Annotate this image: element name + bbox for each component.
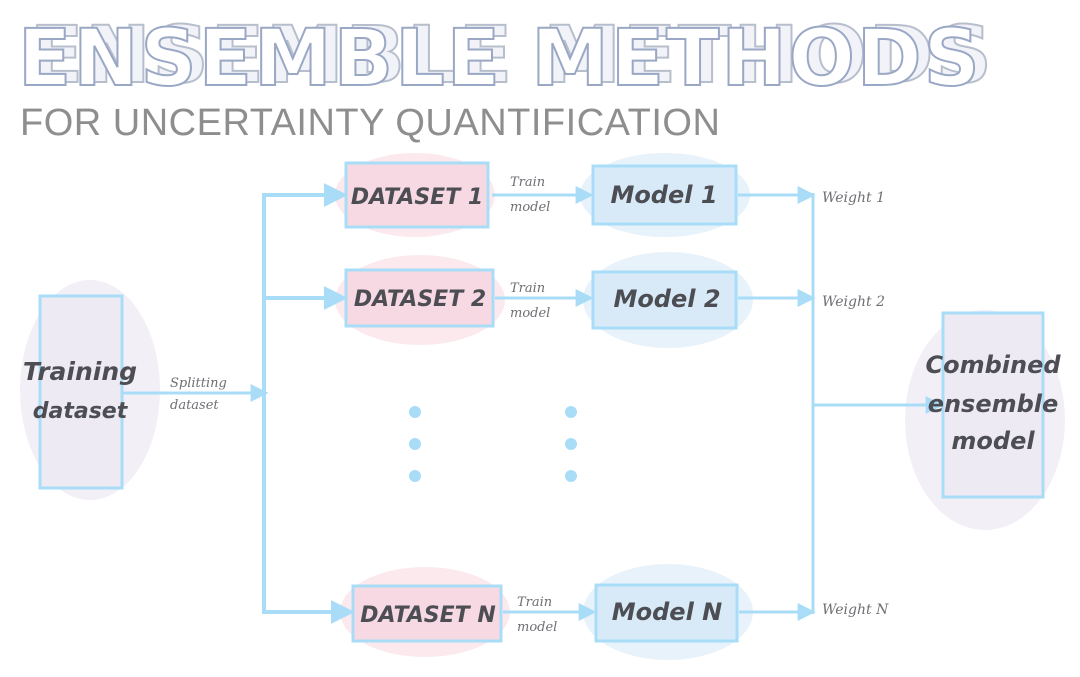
title-shadow: ENSEMBLE METHODS [29, 11, 994, 101]
dataset-label-1: DATASET 1 [351, 185, 483, 210]
weight-label-1: Weight 1 [822, 190, 885, 206]
combined-label-line3: model [951, 427, 1035, 455]
dataset-box-2 [344, 268, 495, 328]
splitting-label-line2: dataset [170, 398, 219, 413]
train-label-2b: model [510, 306, 550, 321]
dataset-box-1 [344, 161, 490, 229]
page-subtitle: FOR UNCERTAINTY QUANTIFICATION [20, 102, 721, 144]
model-label-2: Model 2 [613, 285, 720, 313]
train-label-na: Train [517, 595, 552, 610]
page-title: ENSEMBLE METHODS [17, 14, 982, 104]
model-box-n [594, 583, 739, 643]
combined-label-line1: Combined [925, 351, 1061, 379]
train-label-2a: Train [510, 281, 545, 296]
combined-label-line2: ensemble [928, 390, 1059, 418]
training-label-line1: Training [23, 357, 137, 386]
ellipsis-dots [409, 406, 577, 482]
model-box-1 [591, 164, 738, 226]
train-label-1a: Train [510, 175, 545, 190]
training-dataset-box [38, 294, 124, 490]
dataset-label-2: DATASET 2 [354, 287, 486, 312]
weight-label-2: Weight 2 [822, 294, 885, 310]
model-label-n: Model N [612, 598, 723, 626]
train-label-nb: model [517, 620, 557, 635]
weight-label-n: Weight N [822, 602, 889, 618]
model-label-1: Model 1 [610, 181, 717, 209]
model-box-2 [591, 270, 738, 330]
dataset-label-n: DATASET N [360, 603, 495, 628]
splitting-label-line1: Splitting [170, 376, 227, 391]
combined-model-box [941, 311, 1045, 499]
train-label-1b: model [510, 200, 550, 215]
training-label-line2: dataset [33, 399, 129, 424]
dataset-box-n [351, 584, 503, 643]
